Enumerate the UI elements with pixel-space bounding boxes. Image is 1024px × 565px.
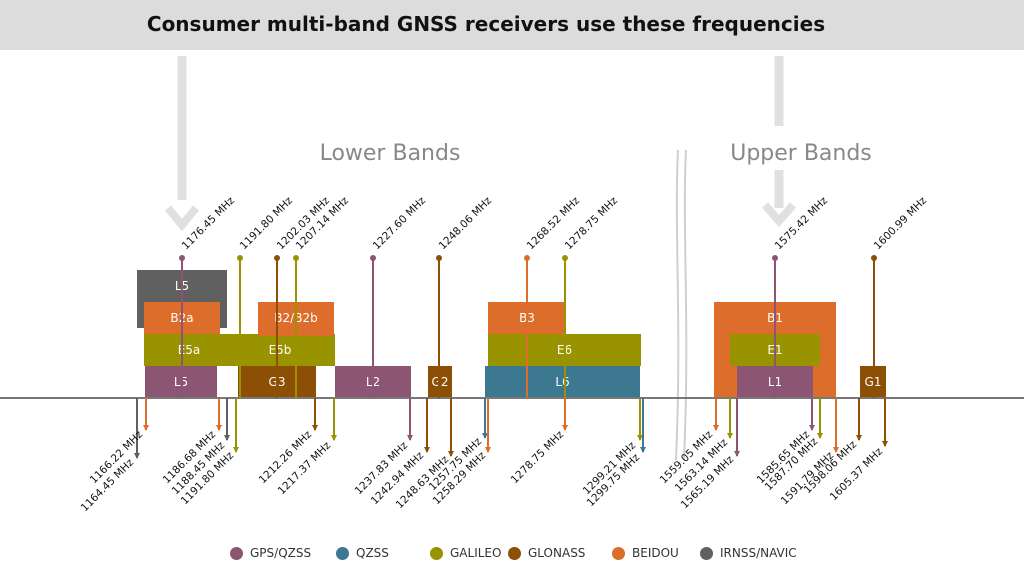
axis-break-left bbox=[675, 149, 680, 461]
center-pin-dot bbox=[370, 255, 376, 261]
upper-pointer-arrow bbox=[761, 56, 797, 228]
band-l6-qzss: L6 bbox=[485, 366, 640, 398]
left-pointer-arrow bbox=[164, 56, 200, 232]
legend-item-glonass: GLONASS bbox=[508, 546, 585, 560]
edge-marker-arrowhead bbox=[882, 441, 888, 447]
legend-label: QZSS bbox=[356, 546, 389, 560]
legend-swatch bbox=[700, 546, 713, 560]
band-label: E5b bbox=[269, 343, 292, 357]
edge-marker-arrowhead bbox=[448, 451, 454, 457]
center-pin-dot bbox=[293, 255, 299, 261]
legend-item-beidou: BEIDOU bbox=[612, 546, 679, 560]
center-pin-dot bbox=[871, 255, 877, 261]
edge-marker-arrowhead bbox=[562, 425, 568, 431]
edge-marker-arrowhead bbox=[485, 447, 491, 453]
center-pin-dot bbox=[237, 255, 243, 261]
lower-bands-label: Lower Bands bbox=[320, 141, 461, 166]
axis-break-right bbox=[683, 149, 688, 461]
center-pin-dot bbox=[436, 255, 442, 261]
frequency-band-diagram: Lower Bands Upper Bands L5B2aE5aL5E5bB2/… bbox=[0, 56, 1024, 514]
legend-label: GALILEO bbox=[450, 546, 502, 560]
edge-marker-arrowhead bbox=[216, 425, 222, 431]
center-frequency-label: 1600.99 MHz bbox=[872, 194, 930, 252]
band-e5a-galileo: E5a bbox=[144, 334, 234, 366]
edge-marker-arrowhead bbox=[817, 433, 823, 439]
edge-marker-arrowhead bbox=[482, 433, 488, 439]
legend-label: GPS/QZSS bbox=[250, 546, 312, 560]
edge-marker-arrowhead bbox=[856, 435, 862, 441]
center-pin-dot bbox=[524, 255, 530, 261]
edge-marker-arrowhead bbox=[407, 435, 413, 441]
legend-item-irnss: IRNSS/NAVIC bbox=[700, 546, 797, 560]
legend-swatch bbox=[336, 546, 349, 560]
center-pin-dot bbox=[274, 255, 280, 261]
center-pin-dot bbox=[562, 255, 568, 261]
legend-label: BEIDOU bbox=[632, 546, 679, 560]
edge-marker-arrowhead bbox=[640, 447, 646, 453]
edge-marker-arrowhead bbox=[134, 453, 140, 459]
legend-item-galileo: GALILEO bbox=[430, 546, 501, 560]
legend-swatch bbox=[508, 546, 521, 560]
legend-item-gps: GPS/QZSS bbox=[230, 546, 311, 560]
edge-marker-arrowhead bbox=[637, 435, 643, 441]
bands-layer: L5B2aE5aL5E5bB2/B2bG3L2G2B3E6L6B1E1L1G1 bbox=[137, 270, 886, 398]
upper-bands-label: Upper Bands bbox=[730, 141, 872, 166]
legend-swatch bbox=[612, 546, 625, 560]
edge-marker-arrowhead bbox=[833, 447, 839, 453]
edge-marker-arrowhead bbox=[809, 425, 815, 431]
center-pin-dot bbox=[179, 255, 185, 261]
markers-layer bbox=[134, 255, 888, 459]
band-rect bbox=[144, 334, 234, 366]
edge-frequency-label: 1217.37 MHz bbox=[276, 439, 334, 497]
edge-marker-arrowhead bbox=[424, 447, 430, 453]
edge-marker-arrowhead bbox=[727, 433, 733, 439]
edge-marker-arrowhead bbox=[713, 425, 719, 431]
edge-marker-arrowhead bbox=[233, 447, 239, 453]
band-rect bbox=[225, 334, 335, 366]
legend-label: IRNSS/NAVIC bbox=[720, 546, 797, 560]
edge-frequency-label: 1278.75 MHz bbox=[509, 428, 567, 486]
title-banner: Consumer multi-band GNSS receivers use t… bbox=[0, 0, 1024, 50]
band-label: E5a bbox=[178, 343, 201, 357]
band-label: L6 bbox=[555, 375, 569, 389]
band-rect bbox=[485, 366, 640, 398]
center-frequency-label: 1248.06 MHz bbox=[437, 194, 495, 252]
edge-marker-arrowhead bbox=[143, 425, 149, 431]
center-frequency-label: 1227.60 MHz bbox=[371, 194, 429, 252]
edge-marker-arrowhead bbox=[734, 451, 740, 457]
center-pin-dot bbox=[772, 255, 778, 261]
diagram-title: Consumer multi-band GNSS receivers use t… bbox=[146, 12, 826, 36]
edge-marker-arrowhead bbox=[331, 435, 337, 441]
edge-marker-arrowhead bbox=[312, 425, 318, 431]
legend-swatch bbox=[230, 546, 243, 560]
legend-swatch bbox=[430, 546, 443, 560]
band-e5b-galileo: E5b bbox=[225, 334, 335, 366]
edge-marker-arrowhead bbox=[224, 435, 230, 441]
legend-item-qzss: QZSS bbox=[336, 546, 389, 560]
legend-label: GLONASS bbox=[528, 546, 586, 560]
